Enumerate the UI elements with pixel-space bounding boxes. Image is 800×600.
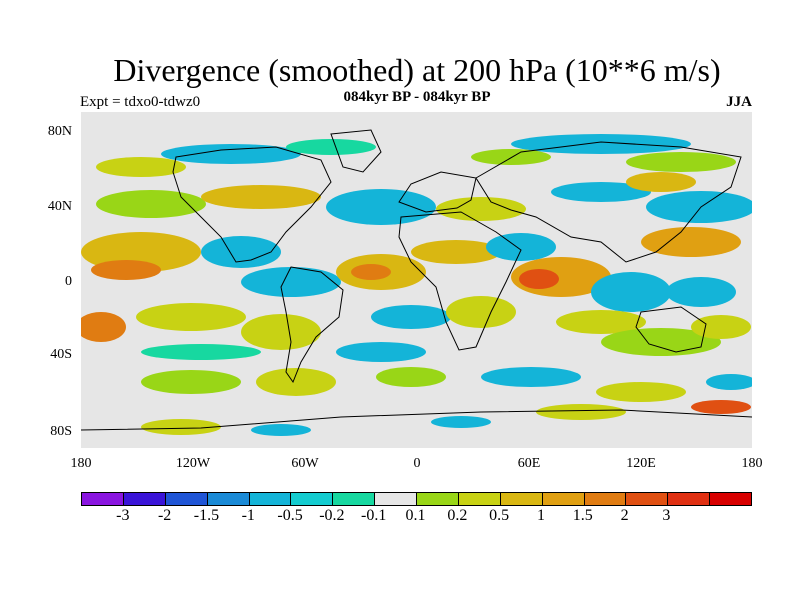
colorbar-cell <box>207 493 250 505</box>
colorbar-cell <box>165 493 208 505</box>
lat-label-80s: 80S <box>50 424 72 439</box>
lat-label-40n: 40N <box>47 199 72 214</box>
colorbar-label: -0.5 <box>277 507 303 524</box>
divergence-field <box>81 134 752 436</box>
colorbar-cell <box>249 493 292 505</box>
colorbar-label: 2 <box>620 507 629 524</box>
colorbar-cell <box>584 493 627 505</box>
colorbar <box>81 492 752 506</box>
colorbar-cell <box>500 493 543 505</box>
lat-label-80n: 80N <box>47 124 72 139</box>
colorbar-cell <box>291 493 334 505</box>
colorbar-label: 1 <box>536 507 545 524</box>
colorbar-cell <box>333 493 376 505</box>
colorbar-label: 1.5 <box>572 507 593 524</box>
coastlines <box>81 129 752 431</box>
period-subtitle: 084kyr BP - 084kyr BP <box>343 89 491 105</box>
colorbar-label: 0.2 <box>447 507 468 524</box>
colorbar-cell <box>626 493 669 505</box>
divergence-map <box>81 112 752 448</box>
lon-label-180w: 180 <box>70 456 92 471</box>
colorbar-cell <box>668 493 711 505</box>
lon-label-60e: 60E <box>517 456 541 471</box>
colorbar-cell <box>710 493 751 505</box>
colorbar-label: 3 <box>662 507 671 524</box>
colorbar-cell <box>458 493 501 505</box>
colorbar-cell <box>82 493 124 505</box>
colorbar-label: 0.1 <box>405 507 426 524</box>
lon-label-120w: 120W <box>175 456 211 471</box>
season-label: JJA <box>726 94 752 110</box>
colorbar-cell <box>123 493 166 505</box>
colorbar-label: -1 <box>241 507 255 524</box>
colorbar-label: -2 <box>157 507 172 524</box>
experiment-label: Expt = tdxo0-tdwz0 <box>80 94 201 110</box>
colorbar-label: -1.5 <box>193 507 220 524</box>
lon-label-180e: 180 <box>741 456 763 471</box>
colorbar-cell <box>542 493 585 505</box>
lon-label-60w: 60W <box>291 456 319 471</box>
colorbar-label: -0.2 <box>319 507 345 524</box>
page-title: Divergence (smoothed) at 200 hPa (10**6 … <box>113 52 721 88</box>
colorbar-label: 0.5 <box>489 507 510 524</box>
lat-label-40s: 40S <box>50 347 72 362</box>
colorbar-cell <box>417 493 459 505</box>
colorbar-label: -0.1 <box>361 507 387 524</box>
lat-label-0: 0 <box>65 274 72 289</box>
colorbar-label: -3 <box>116 507 130 524</box>
lon-label-0: 0 <box>413 456 421 471</box>
colorbar-cell <box>375 493 417 505</box>
lon-label-120e: 120E <box>626 456 656 471</box>
